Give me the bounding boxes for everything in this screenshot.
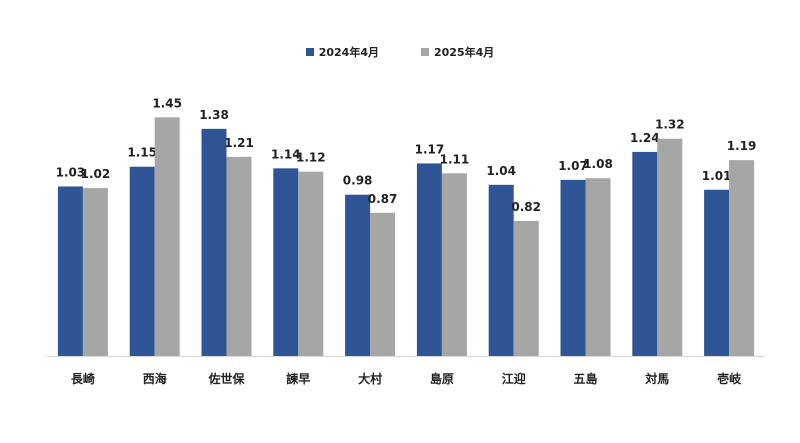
data-label-2024-1: 1.15	[127, 146, 157, 160]
data-label-2024-9: 1.01	[702, 169, 732, 183]
bar-2025-2	[226, 156, 252, 356]
bar-2025-0	[82, 188, 108, 356]
x-tick-label-0: 長崎	[71, 371, 95, 386]
bar-2024-1	[129, 166, 155, 356]
x-tick-label-8: 対馬	[644, 371, 669, 386]
bar-2024-9	[704, 189, 730, 356]
x-tick-label-1: 西海	[143, 371, 167, 386]
bar-2025-3	[298, 171, 324, 356]
bar-2024-2	[201, 128, 227, 356]
data-label-2025-6: 0.82	[511, 200, 541, 214]
bar-2025-9	[729, 160, 755, 356]
bar-2024-0	[57, 186, 83, 356]
legend-item-2024: 2024年4月	[305, 44, 379, 60]
data-label-2025-5: 1.11	[440, 152, 470, 166]
bar-2025-8	[657, 138, 683, 356]
data-label-2024-3: 1.14	[271, 147, 301, 161]
x-tick-label-4: 大村	[358, 371, 382, 386]
bar-2025-6	[513, 221, 539, 356]
data-label-2025-9: 1.19	[727, 139, 757, 153]
data-label-2024-4: 0.98	[343, 174, 373, 188]
data-label-2025-4: 0.87	[368, 192, 398, 206]
data-label-2024-0: 1.03	[56, 165, 86, 179]
data-label-2025-8: 1.32	[655, 118, 685, 132]
data-label-2025-7: 1.08	[583, 157, 613, 171]
x-tick-label-2: 佐世保	[207, 371, 245, 386]
legend-label-2024: 2024年4月	[318, 46, 379, 59]
data-label-2024-7: 1.07	[558, 159, 588, 173]
data-label-2024-6: 1.04	[486, 164, 516, 178]
x-tick-label-7: 五島	[573, 371, 597, 386]
x-tick-label-3: 諫早	[286, 371, 310, 386]
legend: 2024年4月 2025年4月	[0, 44, 800, 60]
data-label-2024-8: 1.24	[630, 131, 660, 145]
legend-label-2025: 2025年4月	[434, 46, 495, 59]
bar-2025-4	[370, 212, 396, 356]
data-label-2025-3: 1.12	[296, 151, 326, 165]
x-tick-label-9: 壱岐	[717, 371, 742, 386]
data-label-2025-1: 1.45	[152, 96, 182, 110]
x-tick-label-6: 江迎	[502, 371, 526, 386]
legend-swatch-2024	[305, 48, 314, 56]
data-label-2025-0: 1.02	[81, 167, 111, 181]
legend-swatch-2025	[421, 48, 429, 56]
bar-2025-5	[441, 173, 467, 356]
data-label-2024-5: 1.17	[415, 142, 445, 156]
bar-2025-7	[585, 178, 611, 356]
x-tick-label-5: 島原	[430, 371, 454, 386]
bar-2024-8	[632, 151, 658, 356]
bar-2025-1	[154, 117, 180, 356]
bar-2024-7	[560, 179, 586, 356]
legend-item-2025: 2025年4月	[421, 44, 494, 60]
bar-2024-4	[345, 194, 371, 356]
data-label-2025-2: 1.21	[224, 136, 254, 150]
bar-2024-3	[273, 168, 299, 356]
bar-2024-5	[416, 163, 442, 356]
bar-2024-6	[488, 184, 514, 356]
data-label-2024-2: 1.38	[199, 108, 229, 122]
